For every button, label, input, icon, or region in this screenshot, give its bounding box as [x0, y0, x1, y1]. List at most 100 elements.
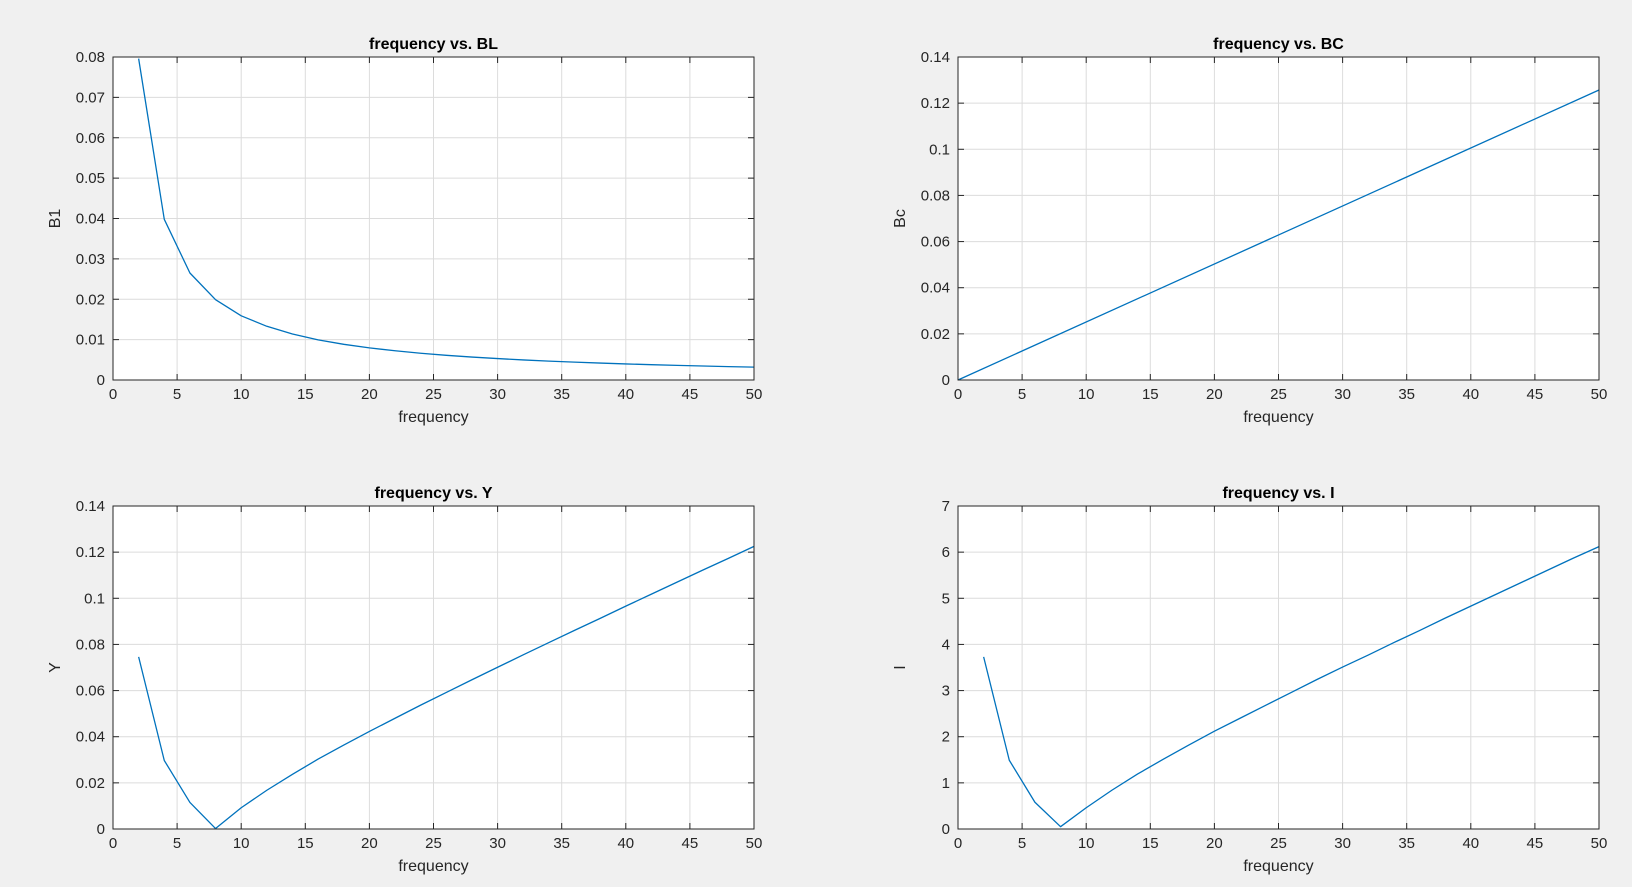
y-axis-label: Y [47, 662, 64, 673]
y-tick-label: 0 [942, 821, 950, 838]
y-tick-label: 0.06 [76, 683, 105, 700]
y-tick-label: 0.08 [921, 187, 950, 204]
grid [958, 57, 1599, 380]
y-tick-label: 0.05 [76, 170, 105, 187]
x-tick-label: 50 [746, 386, 763, 403]
y-tick-label: 0.02 [76, 775, 105, 792]
x-tick-label: 0 [109, 386, 117, 403]
series-line [138, 545, 755, 830]
y-axis-label: I [892, 665, 909, 669]
y-tick-label: 0.07 [76, 89, 105, 106]
chart-title: frequency vs. BL [369, 36, 498, 53]
x-tick-label: 35 [553, 386, 570, 403]
chart-1: 0 5 10 15 20 25 30 35 40 45 50 0 0.01 0.02 0.03 0.04 0.0… [47, 36, 762, 426]
x-tick-label: 0 [954, 835, 962, 852]
y-tick-label: 6 [942, 544, 950, 561]
x-tick-label: 10 [233, 835, 250, 852]
x-axis-label: frequency [398, 409, 468, 426]
x-tick-label: 45 [682, 386, 699, 403]
y-tick-label: 0.04 [76, 211, 105, 228]
x-tick-label: 20 [361, 835, 378, 852]
y-axis-label: B1 [47, 209, 64, 229]
grid [113, 57, 754, 380]
x-tick-label: 10 [1078, 835, 1095, 852]
x-tick-label: 5 [173, 835, 181, 852]
chart-2: 0 5 10 15 20 25 30 35 40 45 50 0 0.02 0.04 0.06 0.08 0.1… [892, 36, 1607, 426]
x-tick-label: 40 [1462, 835, 1479, 852]
x-tick-label: 30 [489, 835, 506, 852]
y-tick-label: 0.01 [76, 332, 105, 349]
chart-title: frequency vs. I [1222, 485, 1334, 502]
x-tick-label: 20 [1206, 386, 1223, 403]
series-line [137, 58, 755, 368]
x-tick-label: 0 [109, 835, 117, 852]
x-tick-label: 50 [746, 835, 763, 852]
y-tick-label: 1 [942, 775, 950, 792]
y-tick-label: 0.08 [76, 636, 105, 653]
x-tick-label: 30 [489, 386, 506, 403]
x-tick-label: 45 [1527, 386, 1544, 403]
y-tick-label: 0.1 [929, 141, 950, 158]
x-tick-label: 25 [425, 835, 442, 852]
chart-3: 0 5 10 15 20 25 30 35 40 45 50 0 0.02 0.04 0.06 0.08 0.1… [47, 485, 762, 875]
y-tick-label: 0.12 [921, 95, 950, 112]
x-tick-label: 15 [1142, 386, 1159, 403]
x-tick-label: 5 [1018, 835, 1026, 852]
x-tick-label: 25 [1270, 835, 1287, 852]
x-tick-label: 10 [233, 386, 250, 403]
y-tick-label: 0.06 [76, 130, 105, 147]
x-axis-label: frequency [1243, 409, 1313, 426]
x-tick-label: 15 [1142, 835, 1159, 852]
x-tick-label: 45 [1527, 835, 1544, 852]
x-tick-label: 50 [1591, 386, 1608, 403]
y-tick-label: 0.14 [76, 498, 105, 515]
x-tick-label: 40 [617, 835, 634, 852]
x-tick-label: 20 [361, 386, 378, 403]
y-tick-label: 0.12 [76, 544, 105, 561]
chart-title: frequency vs. BC [1213, 36, 1344, 53]
x-tick-label: 35 [553, 835, 570, 852]
y-tick-label: 4 [942, 636, 950, 653]
x-tick-label: 40 [617, 386, 634, 403]
y-axis-label: Bc [892, 209, 909, 228]
x-tick-label: 5 [1018, 386, 1026, 403]
y-tick-label: 0.14 [921, 49, 950, 66]
y-tick-label: 0.02 [76, 291, 105, 308]
y-tick-label: 0.03 [76, 251, 105, 268]
x-tick-label: 30 [1334, 835, 1351, 852]
chart-title: frequency vs. Y [375, 485, 493, 502]
x-tick-label: 45 [682, 835, 699, 852]
x-tick-label: 25 [1270, 386, 1287, 403]
x-tick-label: 50 [1591, 835, 1608, 852]
x-tick-label: 35 [1398, 835, 1415, 852]
x-tick-label: 40 [1462, 386, 1479, 403]
x-tick-label: 35 [1398, 386, 1415, 403]
y-tick-label: 3 [942, 683, 950, 700]
x-tick-label: 15 [297, 835, 314, 852]
y-tick-label: 5 [942, 590, 950, 607]
y-tick-label: 2 [942, 729, 950, 746]
x-tick-label: 30 [1334, 386, 1351, 403]
y-tick-label: 0.02 [921, 326, 950, 343]
grid [113, 506, 754, 829]
x-tick-label: 10 [1078, 386, 1095, 403]
y-tick-label: 0.08 [76, 49, 105, 66]
y-tick-label: 0.04 [921, 280, 950, 297]
x-axis-label: frequency [398, 858, 468, 875]
x-axis-label: frequency [1243, 858, 1313, 875]
x-tick-label: 20 [1206, 835, 1223, 852]
y-tick-label: 0 [97, 372, 105, 389]
x-tick-label: 25 [425, 386, 442, 403]
y-tick-label: 0.1 [84, 590, 105, 607]
y-tick-label: 0 [97, 821, 105, 838]
y-tick-label: 0.04 [76, 729, 105, 746]
series-line [957, 89, 1600, 381]
y-tick-label: 0 [942, 372, 950, 389]
x-tick-label: 5 [173, 386, 181, 403]
series-line [983, 546, 1600, 828]
x-tick-label: 0 [954, 386, 962, 403]
y-tick-label: 0.06 [921, 234, 950, 251]
x-tick-label: 15 [297, 386, 314, 403]
